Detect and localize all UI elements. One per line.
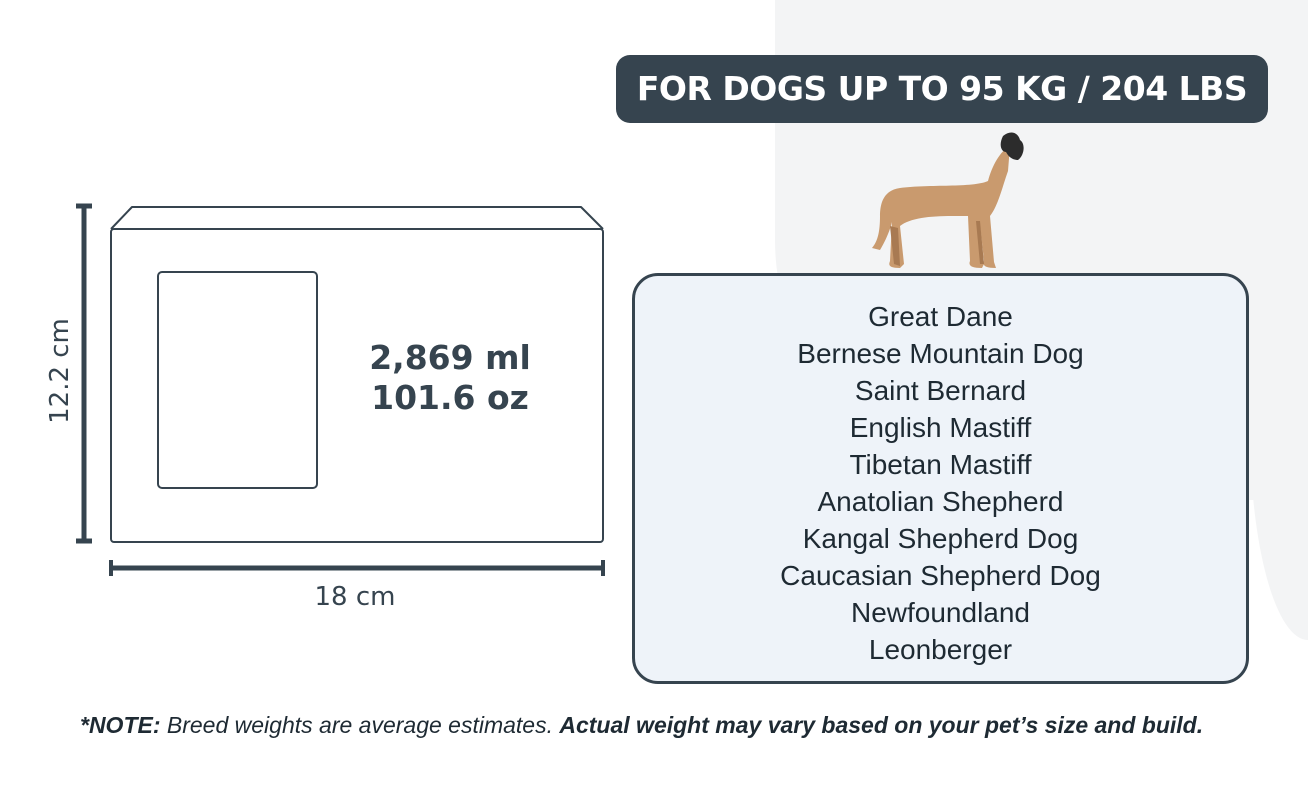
note-text: Breed weights are average estimates. [160, 712, 560, 738]
breed-item: Leonberger [868, 634, 1013, 665]
volume-label: 2,869 ml 101.6 oz [330, 338, 570, 418]
breed-item: Anatolian Shepherd [817, 486, 1064, 517]
width-label: 18 cm [314, 582, 396, 612]
breed-item: Caucasian Shepherd Dog [780, 560, 1101, 591]
note-prefix: *NOTE: [80, 712, 161, 738]
breed-item: Newfoundland [850, 597, 1031, 628]
breed-item: Bernese Mountain Dog [797, 338, 1084, 369]
breed-item: English Mastiff [849, 412, 1032, 443]
note-emphasis: Actual weight may vary based on your pet… [559, 712, 1204, 738]
height-label: 12.2 cm [45, 318, 75, 424]
breed-list-panel: Great Dane Bernese Mountain Dog Saint Be… [632, 273, 1249, 684]
volume-ml: 2,869 ml [369, 338, 531, 377]
breed-item: Tibetan Mastiff [849, 449, 1032, 480]
disclaimer-note: *NOTE: Breed weights are average estimat… [80, 712, 1240, 739]
weight-banner: FOR DOGS UP TO 95 KG / 204 LBS [616, 55, 1268, 123]
great-dane-icon [872, 132, 1024, 268]
breed-item: Great Dane [868, 301, 1013, 332]
breed-item: Kangal Shepherd Dog [802, 523, 1079, 554]
container-lid [110, 206, 604, 230]
volume-oz: 101.6 oz [371, 378, 529, 417]
container-label-window [157, 271, 318, 489]
breed-item: Saint Bernard [854, 375, 1027, 406]
